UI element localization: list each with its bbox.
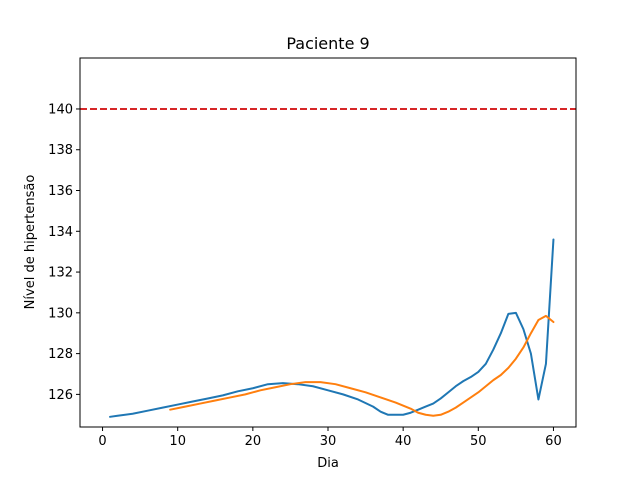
x-axis-label: Dia [317,456,339,471]
y-tick-label: 128 [48,347,73,362]
x-tick-label: 40 [395,434,412,449]
x-tick-label: 50 [470,434,487,449]
plot-area [80,107,576,418]
y-tick-label: 140 [48,102,73,117]
y-tick-label: 138 [48,143,73,158]
chart-title: Paciente 9 [286,34,369,53]
series-line-2 [169,314,555,417]
y-axis-label: Nível de hipertensão [23,175,38,310]
x-tick-label: 20 [245,434,262,449]
y-tick-label: 130 [48,306,73,321]
x-tick-label: 0 [98,434,106,449]
x-tick-label: 60 [545,434,562,449]
y-tick-label: 126 [48,388,73,403]
y-tick-label: 134 [48,225,73,240]
x-tick-label: 10 [169,434,186,449]
x-tick-label: 30 [320,434,337,449]
y-tick-label: 132 [48,266,73,281]
series-line-1 [109,238,555,418]
y-tick-label: 136 [48,184,73,199]
